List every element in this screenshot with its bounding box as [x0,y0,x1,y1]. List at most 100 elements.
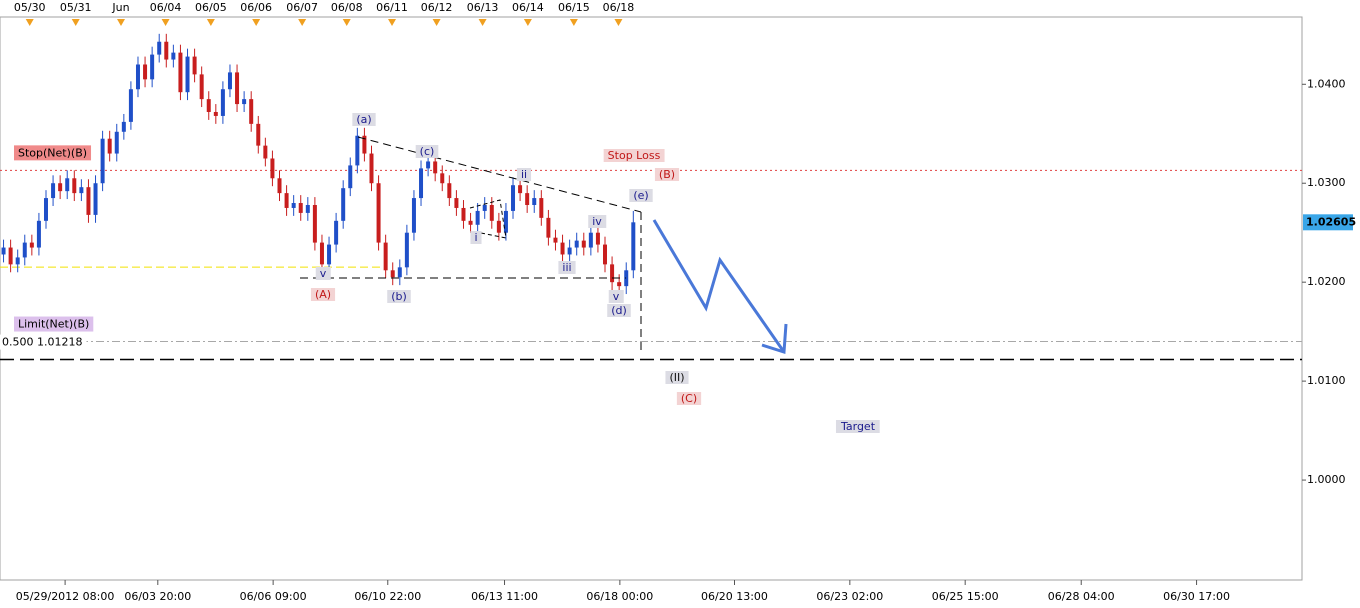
candle-body [8,247,13,265]
label-box [835,420,880,433]
x2-tick [342,19,351,26]
forecast-arrow [652,219,788,355]
x2-tick [432,19,441,26]
candle-body [468,220,473,225]
x2-tick [71,19,80,26]
x2-tick-label: 06/12 [421,1,453,14]
label-box [315,267,331,280]
candle-body [43,198,48,221]
candle-body [79,187,84,194]
x-tick-label: 06/23 02:00 [816,590,883,603]
wave-label: (A) [315,288,331,301]
candle-body [426,161,431,169]
candle-body [390,270,395,278]
arrow-head [761,323,788,355]
candle-body [348,165,353,189]
candle-body [298,203,303,213]
label-box [629,189,653,202]
minor-wave [469,199,507,239]
candle-body [36,220,41,248]
x-tick-label: 06/18 00:00 [586,590,653,603]
candle-body [617,282,622,287]
candle-body [107,138,112,154]
wave-label: (C) [681,392,697,405]
candle-body [327,244,332,265]
candle-body [178,52,183,93]
wave-label: v [320,267,327,280]
x2-tick-label: 06/08 [331,1,363,14]
x-tick-label: 06/06 09:00 [240,590,307,603]
x2-tick [206,19,215,26]
candle-body [114,131,119,154]
label-box [415,145,439,158]
x2-tick [25,19,34,26]
wave-label: (a) [356,113,371,126]
candle-body [185,56,190,93]
x2-tick-label: 06/11 [376,1,408,14]
wave-label: (c) [420,145,435,158]
trend-lines [300,136,642,350]
wave-labels: (a) (c) ii Stop Loss (B) (e) iv i iii v … [310,113,880,433]
label-box [558,261,576,274]
label-box [603,149,665,162]
level-label-box [0,334,87,350]
x2-tick [614,19,623,26]
wave-label: (B) [659,168,675,181]
candle-body [560,242,565,255]
candle-body [192,56,197,75]
candle-body [206,99,211,112]
candle-body [291,203,296,208]
candle-body [411,198,416,233]
candle-body [419,168,424,199]
x2-tick [388,19,397,26]
x2-tick-label: 06/15 [558,1,590,14]
candle-body [86,187,91,215]
wave-label: Target [840,420,876,433]
y-tick-label: 1.0000 [1307,473,1346,486]
label-box [387,290,411,303]
last-price-label: 1.02605 [1306,215,1356,228]
candle-body [150,54,155,80]
candle-body [171,52,176,60]
x2-tick [478,19,487,26]
label-box [352,113,376,126]
candle-body [624,270,629,287]
candle-body [121,121,126,132]
candle-body [312,204,317,243]
label-box [676,392,702,405]
candle-body [29,242,34,248]
y-tick-label: 1.0200 [1307,275,1346,288]
candle-body [263,145,268,159]
candle-body [249,99,254,124]
x2-tick [298,19,307,26]
candle-body [100,138,105,184]
candle-body [213,111,218,116]
wave-label: (d) [611,304,627,317]
candle-body [404,232,409,268]
label-box [588,215,607,228]
candle-body [588,232,593,248]
candle-body [135,64,140,90]
candle-body [574,240,579,248]
candle-body [603,244,608,265]
label-box [516,168,532,181]
x2-tick [569,19,578,26]
candle-body [65,178,70,192]
x2-tick-label: Jun [111,1,129,14]
candle-body [128,89,133,122]
candle-body [433,161,438,174]
candle-body [482,204,487,211]
candle-body [454,198,459,208]
y-tick-label: 1.0300 [1307,176,1346,189]
plot-frame [0,16,1303,581]
wave-label: (b) [391,290,407,303]
candle-body [369,153,374,184]
x-tick-label: 06/28 04:00 [1048,590,1115,603]
candle-body [164,41,169,60]
candle-body [461,207,466,221]
label-box [665,371,689,384]
x-tick-label: 06/20 13:00 [701,590,768,603]
candle-body [341,188,346,221]
x2-tick-label: 06/04 [150,1,182,14]
candle-body [539,198,544,218]
